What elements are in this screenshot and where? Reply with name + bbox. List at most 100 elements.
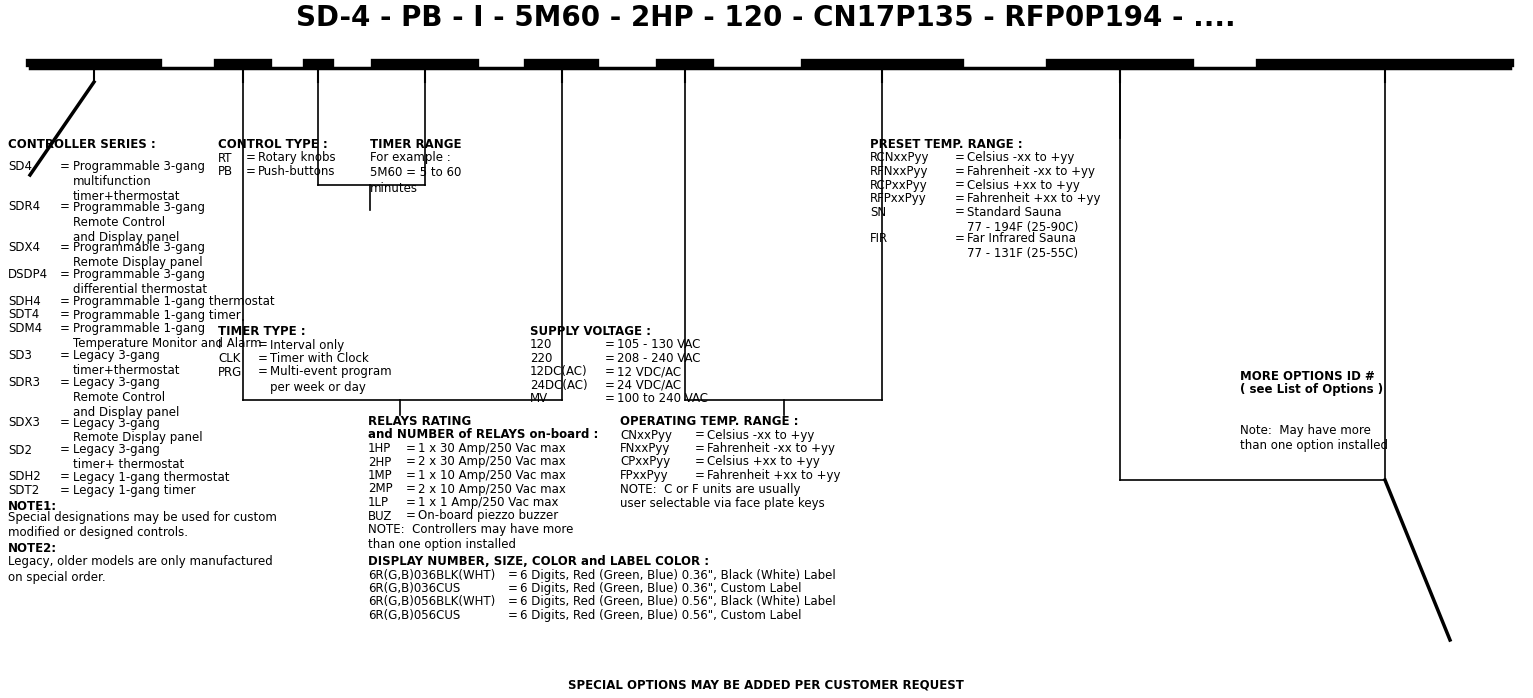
Text: 1HP: 1HP [368, 442, 391, 455]
Text: Celsius +xx to +yy: Celsius +xx to +yy [967, 179, 1079, 191]
Text: =: = [406, 469, 415, 482]
Text: 2MP: 2MP [368, 482, 392, 496]
Text: 2 x 30 Amp/250 Vac max: 2 x 30 Amp/250 Vac max [419, 456, 566, 468]
Text: 220: 220 [530, 352, 552, 365]
Text: =: = [606, 379, 615, 392]
Text: =: = [245, 151, 256, 165]
Text: 2HP: 2HP [368, 456, 391, 468]
Text: 1 x 10 Amp/250 Vac max: 1 x 10 Amp/250 Vac max [419, 469, 566, 482]
Text: =: = [60, 268, 71, 281]
Text: OPERATING TEMP. RANGE :: OPERATING TEMP. RANGE : [619, 415, 799, 428]
Text: SPECIAL OPTIONS MAY BE ADDED PER CUSTOMER REQUEST: SPECIAL OPTIONS MAY BE ADDED PER CUSTOME… [569, 678, 964, 691]
Text: SUPPLY VOLTAGE :: SUPPLY VOLTAGE : [530, 325, 652, 338]
Text: =: = [258, 366, 268, 378]
Text: =: = [60, 200, 71, 214]
Text: =: = [60, 484, 71, 497]
Text: CONTROLLER SERIES :: CONTROLLER SERIES : [8, 138, 156, 151]
Text: For example :
5M60 = 5 to 60
minutes: For example : 5M60 = 5 to 60 minutes [369, 151, 461, 195]
Text: SD4: SD4 [8, 160, 32, 173]
Text: =: = [60, 349, 71, 362]
Text: Standard Sauna
77 - 194F (25-90C): Standard Sauna 77 - 194F (25-90C) [967, 205, 1078, 234]
Text: RCPxxPyy: RCPxxPyy [871, 179, 927, 191]
Text: =: = [406, 482, 415, 496]
Text: =: = [406, 456, 415, 468]
Text: Note:  May have more
than one option installed: Note: May have more than one option inst… [1240, 424, 1387, 452]
Text: =: = [955, 192, 964, 205]
Text: 6 Digits, Red (Green, Blue) 0.36", Black (White) Label: 6 Digits, Red (Green, Blue) 0.36", Black… [520, 568, 835, 581]
Text: =: = [955, 179, 964, 191]
Text: CLK: CLK [218, 352, 241, 365]
Text: 2 x 10 Amp/250 Vac max: 2 x 10 Amp/250 Vac max [419, 482, 566, 496]
Text: SDH4: SDH4 [8, 295, 41, 308]
Text: =: = [694, 469, 705, 482]
Text: PRG: PRG [218, 366, 242, 378]
Text: =: = [258, 339, 268, 352]
Text: FNxxPyy: FNxxPyy [619, 442, 670, 455]
Text: 6R(G,B)036CUS: 6R(G,B)036CUS [368, 582, 460, 595]
Text: MORE OPTIONS ID #: MORE OPTIONS ID # [1240, 370, 1375, 383]
Text: 105 - 130 VAC: 105 - 130 VAC [616, 339, 701, 352]
Text: 1 x 1 Amp/250 Vac max: 1 x 1 Amp/250 Vac max [419, 496, 558, 509]
Text: DISPLAY NUMBER, SIZE, COLOR and LABEL COLOR :: DISPLAY NUMBER, SIZE, COLOR and LABEL CO… [368, 555, 710, 568]
Text: =: = [245, 165, 256, 178]
Text: SDX3: SDX3 [8, 417, 40, 429]
Text: =: = [694, 456, 705, 468]
Text: BUZ: BUZ [368, 510, 392, 523]
Text: Celsius +xx to +yy: Celsius +xx to +yy [707, 456, 820, 468]
Text: 6 Digits, Red (Green, Blue) 0.56", Black (White) Label: 6 Digits, Red (Green, Blue) 0.56", Black… [520, 595, 835, 609]
Text: and NUMBER of RELAYS on-board :: and NUMBER of RELAYS on-board : [368, 429, 598, 442]
Text: =: = [507, 568, 518, 581]
Text: Legacy 1-gang timer: Legacy 1-gang timer [74, 484, 196, 497]
Text: Legacy 3-gang
timer+thermostat: Legacy 3-gang timer+thermostat [74, 349, 181, 377]
Text: =: = [60, 443, 71, 456]
Text: Rotary knobs: Rotary knobs [258, 151, 336, 165]
Text: MV: MV [530, 392, 549, 406]
Text: Fahrenheit -xx to +yy: Fahrenheit -xx to +yy [707, 442, 835, 455]
Text: =: = [406, 496, 415, 509]
Text: =: = [955, 205, 964, 218]
Text: Programmable 3-gang
Remote Control
and Display panel: Programmable 3-gang Remote Control and D… [74, 200, 205, 244]
Text: PB: PB [218, 165, 233, 178]
Text: =: = [406, 442, 415, 455]
Text: 6 Digits, Red (Green, Blue) 0.56", Custom Label: 6 Digits, Red (Green, Blue) 0.56", Custo… [520, 609, 802, 622]
Text: 6R(G,B)036BLK(WHT): 6R(G,B)036BLK(WHT) [368, 568, 495, 581]
Text: =: = [694, 429, 705, 442]
Text: SDT4: SDT4 [8, 309, 40, 322]
Text: Legacy 3-gang
timer+ thermostat: Legacy 3-gang timer+ thermostat [74, 443, 184, 472]
Text: DSDP4: DSDP4 [8, 268, 48, 281]
Text: =: = [60, 322, 71, 335]
Text: Far Infrared Sauna
77 - 131F (25-55C): Far Infrared Sauna 77 - 131F (25-55C) [967, 232, 1078, 260]
Text: SN: SN [871, 205, 886, 218]
Text: =: = [60, 309, 71, 322]
Text: Programmable 3-gang
differential thermostat: Programmable 3-gang differential thermos… [74, 268, 207, 296]
Text: ( see List of Options ): ( see List of Options ) [1240, 383, 1383, 396]
Text: 6R(G,B)056CUS: 6R(G,B)056CUS [368, 609, 460, 622]
Text: Interval only: Interval only [270, 339, 345, 352]
Text: =: = [606, 392, 615, 406]
Text: =: = [606, 366, 615, 378]
Text: CPxxPyy: CPxxPyy [619, 456, 670, 468]
Text: Push-buttons: Push-buttons [258, 165, 336, 178]
Text: Legacy 3-gang
Remote Control
and Display panel: Legacy 3-gang Remote Control and Display… [74, 376, 179, 419]
Text: Legacy 3-gang
Remote Display panel: Legacy 3-gang Remote Display panel [74, 417, 202, 445]
Text: NOTE2:: NOTE2: [8, 542, 57, 555]
Text: 6R(G,B)056BLK(WHT): 6R(G,B)056BLK(WHT) [368, 595, 495, 609]
Text: =: = [955, 165, 964, 178]
Text: SD2: SD2 [8, 443, 32, 456]
Text: Legacy, older models are only manufactured
on special order.: Legacy, older models are only manufactur… [8, 556, 273, 584]
Text: NOTE:  Controllers may have more
than one option installed: NOTE: Controllers may have more than one… [368, 523, 573, 551]
Text: SDR4: SDR4 [8, 200, 40, 214]
Text: RELAYS RATING: RELAYS RATING [368, 415, 471, 428]
Text: Fahrenheit +xx to +yy: Fahrenheit +xx to +yy [967, 192, 1101, 205]
Text: =: = [60, 241, 71, 254]
Text: TIMER TYPE :: TIMER TYPE : [218, 325, 305, 338]
Text: 6 Digits, Red (Green, Blue) 0.36", Custom Label: 6 Digits, Red (Green, Blue) 0.36", Custo… [520, 582, 802, 595]
Text: NOTE:  C or F units are usually
user selectable via face plate keys: NOTE: C or F units are usually user sele… [619, 482, 825, 510]
Text: =: = [60, 160, 71, 173]
Text: Programmable 3-gang
multifunction
timer+thermostat: Programmable 3-gang multifunction timer+… [74, 160, 205, 203]
Text: Celsius -xx to +yy: Celsius -xx to +yy [967, 151, 1075, 165]
Text: SDT2: SDT2 [8, 484, 40, 497]
Text: SD-4 - PB - I - 5M60 - 2HP - 120 - CN17P135 - RFP0P194 - ....: SD-4 - PB - I - 5M60 - 2HP - 120 - CN17P… [296, 4, 1236, 32]
Text: Special designations may be used for custom
modified or designed controls.: Special designations may be used for cus… [8, 511, 277, 539]
Text: FPxxPyy: FPxxPyy [619, 469, 668, 482]
